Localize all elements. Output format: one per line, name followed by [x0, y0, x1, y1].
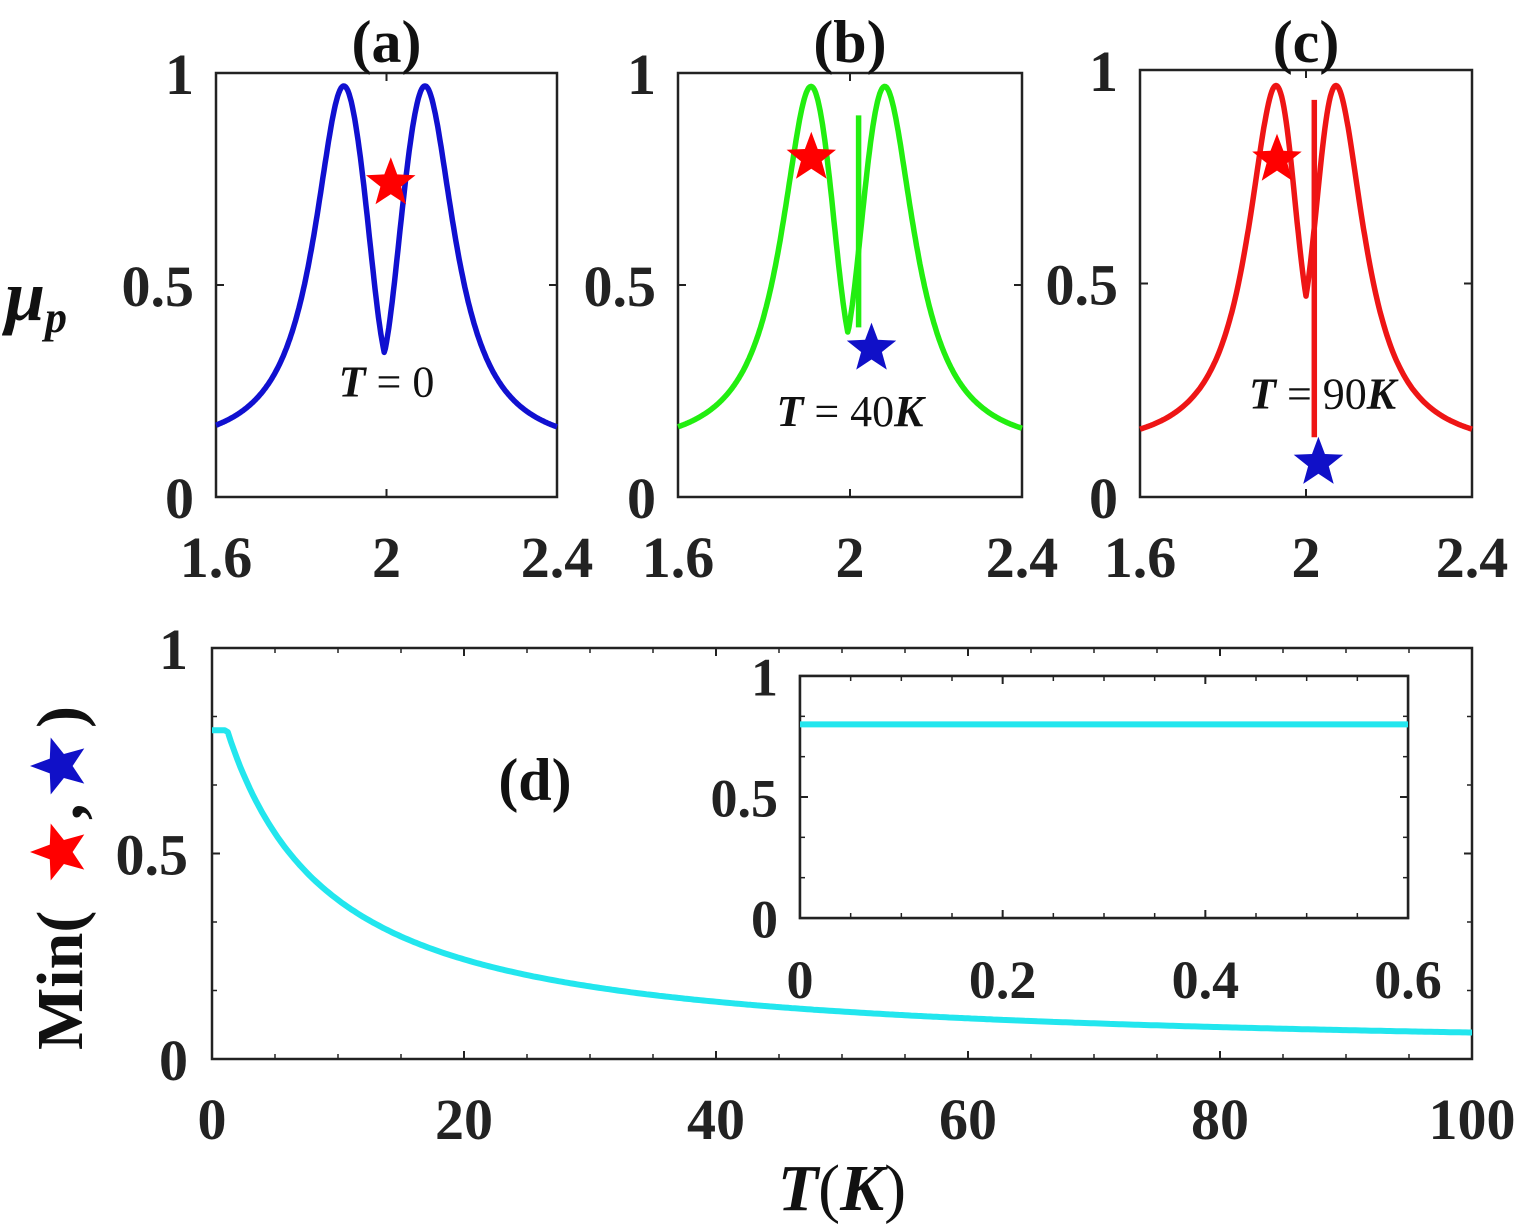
panel-b-annotation-value: = 40: [803, 387, 894, 436]
panel-a-xtick-label: 1.6: [180, 525, 253, 590]
panel-c-xtick-label: 2.4: [1436, 525, 1509, 590]
panel-a-title: (a): [352, 9, 422, 75]
panel-c-xtick-label: 1.6: [1104, 525, 1177, 590]
panel-a-ylabel: μp: [1, 256, 67, 342]
panel-d-xlabel: T(K): [778, 1152, 906, 1224]
panel-c-annotation-unit: K: [1366, 370, 1399, 419]
panel-b-xtick-label: 2.4: [986, 525, 1059, 590]
panel-d-ytick-label: 0.5: [116, 822, 189, 887]
panel-b-axes: 1.6 2 2.4 0 0.5 1 (b) T = 40K: [584, 9, 1059, 590]
panel-d-curve: [212, 727, 1472, 1036]
panel-d-xlabel-var: T: [778, 1152, 821, 1224]
panel-d-xtick-label: 100: [1429, 1087, 1516, 1152]
panel-d-ylabel-blue-star: [30, 737, 85, 795]
panel-a-ylabel-sub: p: [41, 293, 67, 342]
panel-d-ylabel-comma: ,: [24, 804, 97, 821]
panel-d-xtick-label: 0: [198, 1087, 227, 1152]
inset-ytick-label: 0: [751, 889, 778, 949]
panel-c-annotation-var: T: [1249, 370, 1278, 419]
panel-d-title: (d): [498, 747, 571, 813]
panel-b-curve: [676, 83, 1024, 431]
panel-b-red-star: [786, 131, 836, 179]
panel-d-ylabel-suffix: ): [24, 706, 97, 728]
panel-a-ylabel-main: μ: [1, 256, 45, 336]
panel-a-red-star: [366, 157, 416, 205]
panel-a-axes: 1.6 2 2.4 0 0.5 1 (a) T = 0: [122, 9, 594, 590]
panel-c-ytick-label: 0.5: [1046, 252, 1119, 317]
inset-xtick-label: 0.2: [969, 950, 1037, 1010]
panel-a-frame: [214, 71, 559, 499]
panel-a-xtick-label: 2: [372, 525, 401, 590]
panel-b-blue-star: [846, 322, 897, 370]
panel-c-annotation-value: = 90: [1276, 370, 1367, 419]
panel-b-xtick-label: 2: [836, 525, 865, 590]
panel-d-xlabel-unit: K: [839, 1152, 888, 1224]
panel-c-xtick-label: 2: [1292, 525, 1321, 590]
panel-b-annotation-var: T: [776, 387, 805, 436]
panel-b-ytick-label: 1: [627, 42, 656, 107]
panel-a-ytick-label: 0.5: [122, 254, 195, 319]
panel-c-ytick-label: 0: [1089, 466, 1118, 531]
panel-d-xlabel-open: (: [818, 1152, 840, 1224]
panel-c-title: (c): [1273, 9, 1340, 75]
panel-b-annotation: T = 40K: [776, 387, 926, 436]
inset-axes: 0 0.2 0.4 0.6 0 0.5 1: [711, 647, 1442, 1010]
inset-xtick-label: 0.6: [1374, 950, 1442, 1010]
panel-d-xtick-label: 80: [1191, 1087, 1249, 1152]
panel-c-red-star: [1252, 133, 1302, 181]
panel-b-ytick-label: 0: [627, 466, 656, 531]
panel-d-xlabel-close: ): [884, 1152, 906, 1224]
panel-a-annotation-var: T: [339, 358, 368, 407]
inset-ytick-label: 1: [751, 647, 778, 707]
panel-a-ytick-label: 0: [165, 466, 194, 531]
inset-frame-fill: [798, 674, 1410, 920]
inset-xtick-label: 0: [787, 950, 814, 1010]
panel-b-xtick-label: 1.6: [642, 525, 715, 590]
panel-d-xtick-label: 20: [435, 1087, 493, 1152]
panel-a-annotation-value: = 0: [366, 358, 435, 407]
panel-d-ytick-label: 1: [159, 617, 188, 682]
panel-c-curve: [1138, 82, 1474, 432]
panel-c-axes: 1.6 2 2.4 0 0.5 1 (c) T = 90K: [1046, 9, 1509, 590]
panel-c-ytick-label: 1: [1089, 39, 1118, 104]
panel-a-ytick-label: 1: [165, 42, 194, 107]
panel-a-xtick-label: 2.4: [521, 525, 594, 590]
panel-d-ytick-label: 0: [159, 1028, 188, 1093]
inset-ytick-label: 0.5: [711, 768, 779, 828]
panel-d-ylabel-prefix: Min(: [24, 911, 97, 1050]
panel-d-xtick-label: 40: [687, 1087, 745, 1152]
inset-xtick-label: 0.4: [1172, 950, 1240, 1010]
panel-b-ytick-label: 0.5: [584, 254, 657, 319]
panel-d-ylabel: Min(,): [24, 706, 97, 1050]
panel-b-title: (b): [813, 9, 886, 75]
panel-c-annotation: T = 90K: [1249, 370, 1399, 419]
panel-d-ylabel-red-star: [30, 823, 85, 881]
panel-a-curve: [214, 83, 559, 430]
panel-c-blue-star: [1293, 436, 1344, 484]
panel-a-annotation: T = 0: [339, 358, 435, 407]
panel-b-annotation-unit: K: [893, 387, 926, 436]
panel-d-xtick-label: 60: [939, 1087, 997, 1152]
